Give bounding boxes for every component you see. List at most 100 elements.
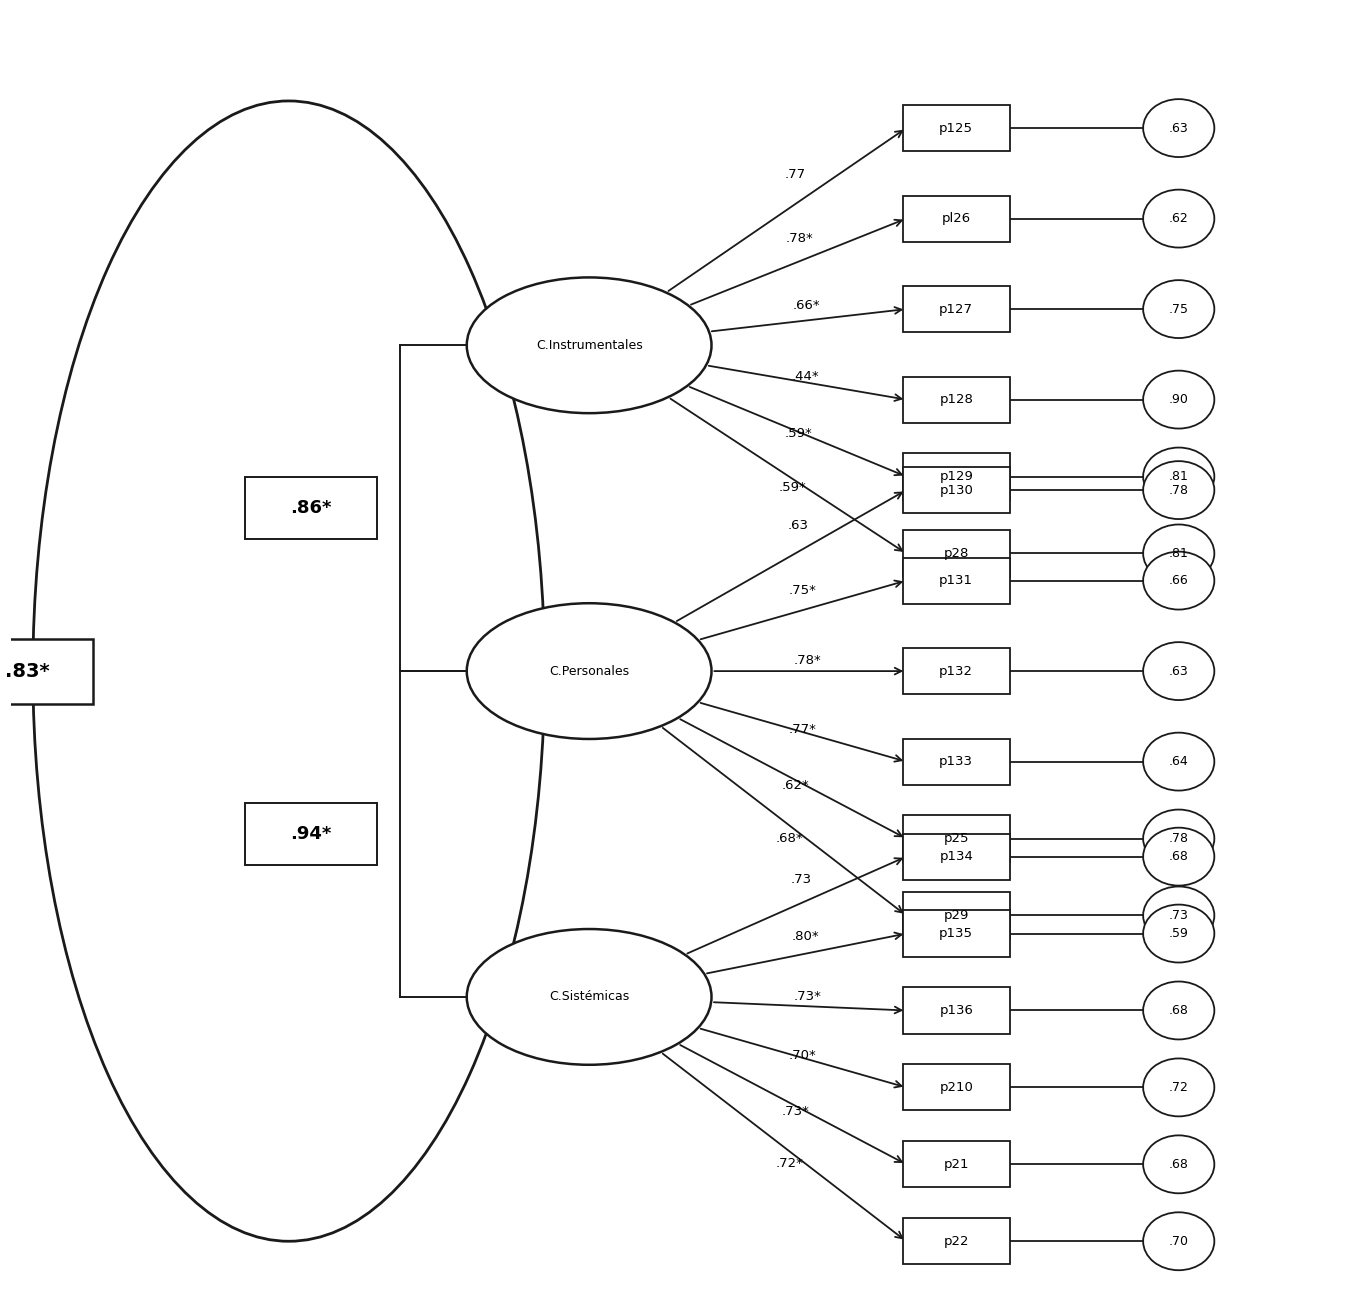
Text: .68: .68 — [1169, 1158, 1188, 1171]
Circle shape — [1144, 461, 1215, 518]
FancyBboxPatch shape — [902, 738, 1010, 785]
Text: p29: p29 — [943, 909, 968, 922]
Text: .73*: .73* — [781, 1105, 810, 1118]
Text: p129: p129 — [939, 470, 973, 483]
Text: .59*: .59* — [785, 427, 812, 440]
Text: p130: p130 — [939, 483, 973, 496]
Text: C.Personales: C.Personales — [550, 665, 629, 678]
Text: C.Sistémicas: C.Sistémicas — [550, 990, 629, 1003]
Circle shape — [1144, 279, 1215, 338]
Text: .64: .64 — [1169, 755, 1188, 768]
Text: .44*: .44* — [792, 370, 819, 383]
Text: p127: p127 — [939, 303, 974, 316]
Circle shape — [1144, 887, 1215, 944]
Text: C.Instrumentales: C.Instrumentales — [536, 338, 643, 351]
FancyBboxPatch shape — [902, 987, 1010, 1033]
Text: .77*: .77* — [789, 724, 816, 737]
FancyBboxPatch shape — [0, 639, 93, 704]
FancyBboxPatch shape — [902, 833, 1010, 880]
Text: p125: p125 — [939, 121, 974, 135]
Text: p25: p25 — [943, 832, 968, 845]
Text: p134: p134 — [939, 850, 973, 863]
FancyBboxPatch shape — [245, 478, 377, 539]
FancyBboxPatch shape — [902, 815, 1010, 862]
Text: p131: p131 — [939, 575, 974, 588]
FancyBboxPatch shape — [902, 104, 1010, 151]
Text: .63: .63 — [1169, 665, 1188, 678]
Text: .68: .68 — [1169, 850, 1188, 863]
FancyBboxPatch shape — [245, 803, 377, 865]
FancyBboxPatch shape — [902, 286, 1010, 332]
FancyBboxPatch shape — [902, 468, 1010, 513]
FancyBboxPatch shape — [902, 453, 1010, 500]
Text: .70*: .70* — [789, 1049, 816, 1062]
Text: .94*: .94* — [291, 825, 331, 842]
FancyBboxPatch shape — [902, 196, 1010, 242]
Text: .62: .62 — [1169, 212, 1188, 225]
Circle shape — [1144, 525, 1215, 582]
Text: .59: .59 — [1169, 927, 1188, 940]
Text: p28: p28 — [943, 547, 968, 560]
Circle shape — [1144, 189, 1215, 248]
Text: .81: .81 — [1169, 470, 1188, 483]
Text: .63: .63 — [1169, 121, 1188, 135]
Text: .59*: .59* — [779, 481, 806, 494]
Text: p210: p210 — [939, 1081, 973, 1094]
Ellipse shape — [467, 277, 711, 413]
Text: .77: .77 — [784, 168, 806, 182]
Text: .75: .75 — [1169, 303, 1189, 316]
Text: p22: p22 — [943, 1234, 968, 1247]
Circle shape — [1144, 1135, 1215, 1194]
Text: .68*: .68* — [776, 832, 804, 845]
Text: .70: .70 — [1169, 1234, 1189, 1247]
Circle shape — [1144, 99, 1215, 157]
FancyBboxPatch shape — [902, 892, 1010, 939]
Text: p133: p133 — [939, 755, 974, 768]
Text: .83*: .83* — [5, 662, 50, 680]
Text: .75*: .75* — [789, 584, 816, 597]
Text: .66: .66 — [1169, 575, 1188, 588]
Text: .73*: .73* — [793, 990, 822, 1003]
Text: .72: .72 — [1169, 1081, 1188, 1094]
FancyBboxPatch shape — [902, 1064, 1010, 1110]
Text: p128: p128 — [939, 393, 973, 406]
Text: .66*: .66* — [793, 299, 820, 312]
Text: p21: p21 — [943, 1158, 968, 1171]
Ellipse shape — [467, 929, 711, 1064]
FancyBboxPatch shape — [902, 648, 1010, 695]
Text: .73: .73 — [1169, 909, 1188, 922]
Text: .80*: .80* — [791, 930, 819, 943]
Text: .78: .78 — [1169, 832, 1189, 845]
Circle shape — [1144, 982, 1215, 1040]
Text: .68: .68 — [1169, 1004, 1188, 1017]
Circle shape — [1144, 905, 1215, 963]
Text: .86*: .86* — [290, 499, 331, 517]
Circle shape — [1144, 551, 1215, 610]
Text: .72*: .72* — [776, 1157, 804, 1170]
Text: .90: .90 — [1169, 393, 1188, 406]
Circle shape — [1144, 448, 1215, 505]
FancyBboxPatch shape — [902, 558, 1010, 603]
Text: .78*: .78* — [793, 653, 822, 666]
Circle shape — [1144, 1058, 1215, 1117]
Text: .62*: .62* — [781, 778, 810, 791]
Text: .78: .78 — [1169, 483, 1189, 496]
Text: p135: p135 — [939, 927, 974, 940]
Text: p136: p136 — [939, 1004, 973, 1017]
FancyBboxPatch shape — [902, 1218, 1010, 1264]
FancyBboxPatch shape — [902, 530, 1010, 576]
Text: .63: .63 — [788, 518, 808, 532]
Circle shape — [1144, 828, 1215, 885]
Text: .78*: .78* — [785, 231, 814, 244]
Text: pl26: pl26 — [942, 212, 971, 225]
FancyBboxPatch shape — [902, 376, 1010, 423]
Circle shape — [1144, 1212, 1215, 1271]
Circle shape — [1144, 733, 1215, 790]
FancyBboxPatch shape — [902, 910, 1010, 956]
Ellipse shape — [467, 603, 711, 739]
Circle shape — [1144, 810, 1215, 867]
FancyBboxPatch shape — [902, 1141, 1010, 1187]
Text: .81: .81 — [1169, 547, 1188, 560]
Text: .73: .73 — [791, 874, 812, 887]
Text: p132: p132 — [939, 665, 974, 678]
